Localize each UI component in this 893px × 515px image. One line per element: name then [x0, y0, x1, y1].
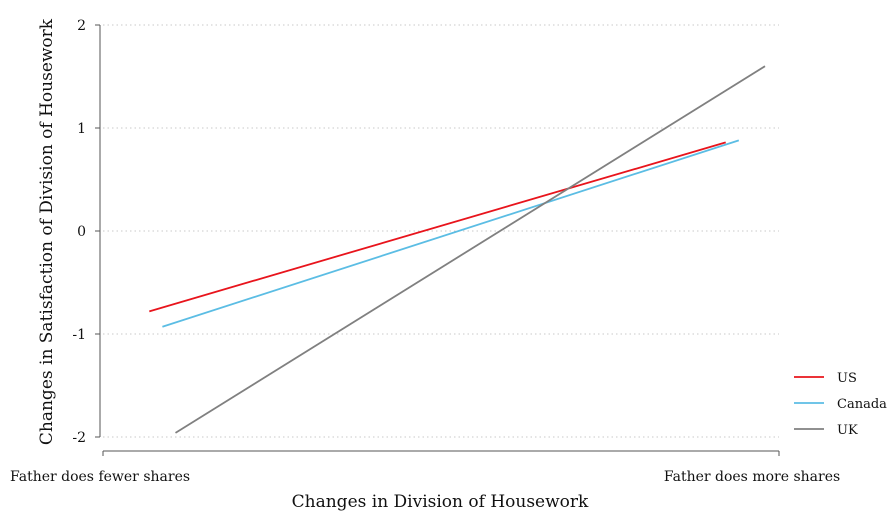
series-line-us — [149, 141, 726, 313]
y-tick-label-2: 0 — [77, 224, 86, 240]
legend-label-uk: UK — [837, 423, 858, 438]
series-line-uk — [175, 65, 766, 434]
series-lines — [149, 65, 766, 434]
y-axis-ticks: 2 1 0 -1 -2 — [72, 18, 100, 446]
x-tick-label-0: Father does fewer shares — [10, 469, 190, 485]
x-tick-label-1: Father does more shares — [664, 469, 840, 485]
y-tick-label-1: 1 — [77, 121, 86, 137]
x-axis-title: Changes in Division of Housework — [292, 492, 589, 512]
y-tick-label-4: -2 — [72, 430, 86, 446]
y-tick-label-3: -1 — [72, 327, 86, 343]
y-axis-title: Changes in Satisfaction of Division of H… — [37, 18, 57, 445]
x-axis-ticks: Father does fewer shares Father does more… — [10, 451, 840, 485]
legend-label-canada: Canada — [837, 397, 887, 412]
gridlines — [103, 24, 779, 438]
series-line-canada — [162, 139, 740, 328]
legend-label-us: US — [837, 371, 857, 386]
legend: US Canada UK — [794, 371, 887, 438]
y-tick-label-0: 2 — [77, 18, 86, 34]
